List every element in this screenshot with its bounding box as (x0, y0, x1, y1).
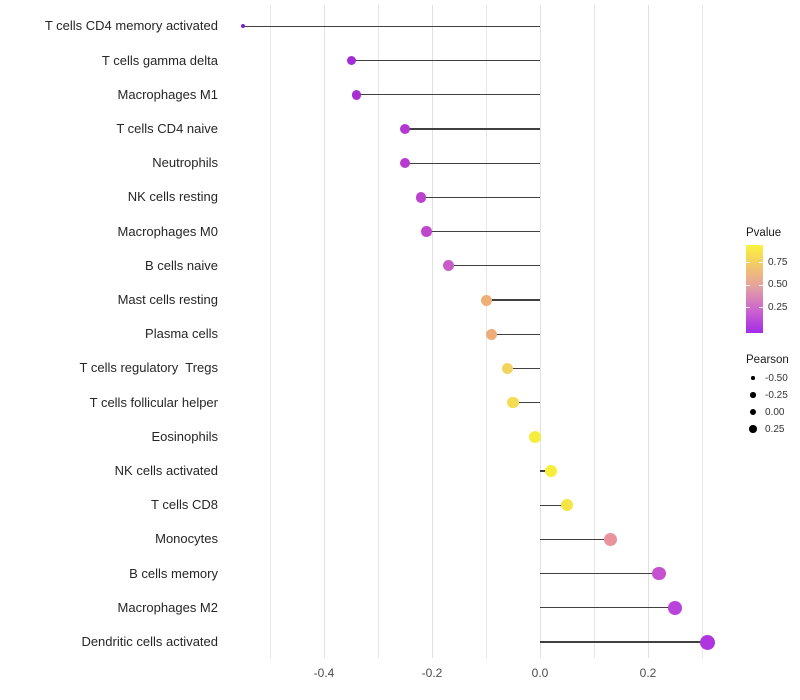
y-axis-label: Neutrophils (152, 155, 218, 171)
pvalue-tick-label: 0.25 (768, 301, 788, 313)
gridline (270, 5, 271, 658)
lollipop-segment (540, 572, 659, 575)
pvalue-tick-label: 0.75 (768, 256, 788, 268)
gridline (432, 5, 433, 658)
y-axis-label: T cells CD8 (151, 497, 218, 513)
lollipop-dot (699, 634, 715, 650)
gridline (594, 5, 595, 658)
pvalue-bar-tick (759, 284, 763, 286)
lollipop-dot (421, 226, 432, 237)
lollipop-dot (346, 56, 356, 66)
y-axis-label: Dendritic cells activated (81, 634, 218, 649)
lollipop-segment (540, 607, 675, 609)
y-axis-label: B cells memory (129, 565, 218, 581)
lollipop-segment (421, 196, 540, 199)
y-axis-label: Monocytes (155, 531, 218, 547)
pvalue-gradient-bar (746, 245, 763, 333)
y-axis-label: T cells CD4 naive (116, 121, 218, 136)
lollipop-dot (560, 498, 574, 512)
y-axis-label: B cells naive (145, 257, 218, 273)
y-axis-label: Macrophages M1 (117, 86, 218, 102)
y-axis-label: T cells CD4 memory activated (44, 18, 218, 34)
x-tick-label: -0.2 (421, 666, 443, 680)
lollipop-dot (544, 465, 557, 477)
lollipop-segment (405, 162, 540, 164)
y-axis-label: T cells gamma delta (101, 52, 218, 68)
y-axis-label: Plasma cells (145, 326, 218, 342)
x-tick-label: -0.4 (313, 666, 335, 680)
lollipop-dot (501, 362, 514, 375)
y-axis-label: Macrophages M2 (117, 599, 218, 615)
lollipop-segment (356, 94, 540, 96)
pearson-size-dot (749, 425, 757, 433)
lollipop-segment (351, 59, 540, 62)
y-axis-label: T cells regulatory Tregs (79, 360, 218, 376)
lollipop-segment (426, 230, 540, 233)
lollipop-dot (652, 566, 666, 581)
pvalue-tick-label: 0.50 (768, 279, 788, 290)
x-tick-label: 0.0 (531, 666, 549, 680)
lollipop-dot (485, 328, 497, 340)
lollipop-segment (507, 367, 540, 370)
gridline (648, 5, 649, 658)
pearson-size-label: -0.25 (765, 389, 788, 401)
gridline (324, 5, 325, 658)
pvalue-legend-title: Pvalue (746, 227, 782, 239)
lollipop-segment (540, 641, 708, 643)
y-axis-label: Mast cells resting (117, 292, 218, 307)
y-axis-label: NK cells activated (114, 463, 218, 478)
pvalue-bar-tick (759, 307, 763, 308)
lollipop-segment (448, 265, 540, 267)
pearson-size-dot (750, 392, 756, 398)
gridline (378, 5, 379, 658)
x-tick-label: 0.2 (639, 666, 657, 680)
lollipop-segment (491, 333, 540, 335)
y-axis-label: Macrophages M0 (117, 223, 218, 239)
pearson-size-label: -0.50 (765, 372, 788, 384)
pvalue-bar-tick (746, 262, 750, 263)
lollipop-dot (442, 260, 454, 272)
gridline (702, 5, 703, 658)
y-axis-label: Eosinophils (151, 428, 219, 444)
lollipop-segment (405, 128, 540, 130)
lollipop-dot (480, 294, 492, 306)
lollipop-dot (400, 124, 410, 134)
lollipop-dot (415, 192, 427, 203)
pearson-size-dot (749, 408, 757, 416)
pearson-size-label: 0.00 (765, 406, 785, 418)
pvalue-bar-tick (759, 262, 763, 263)
pvalue-bar-tick (746, 307, 750, 308)
y-axis-label: NK cells resting (127, 189, 218, 205)
lollipop-dot (668, 600, 682, 615)
gridline (540, 5, 541, 658)
pearson-size-label: 0.25 (765, 423, 785, 435)
lollipop-dot (241, 24, 245, 29)
lollipop-dot (351, 90, 362, 100)
pearson-legend-title: Pearson (746, 354, 789, 366)
lollipop-segment (540, 538, 611, 541)
lollipop-dot (528, 430, 541, 443)
pvalue-bar-tick (746, 284, 750, 286)
lollipop-segment (513, 401, 540, 404)
lollipop-segment (243, 25, 540, 28)
lollipop-dot (603, 532, 617, 546)
pearson-size-dot (751, 376, 755, 380)
lollipop-segment (540, 504, 567, 506)
y-axis-label: T cells follicular helper (89, 394, 218, 410)
lollipop-dot (507, 396, 519, 409)
lollipop-dot (400, 158, 410, 169)
lollipop-segment (486, 299, 540, 301)
plot-panel (240, 5, 718, 658)
